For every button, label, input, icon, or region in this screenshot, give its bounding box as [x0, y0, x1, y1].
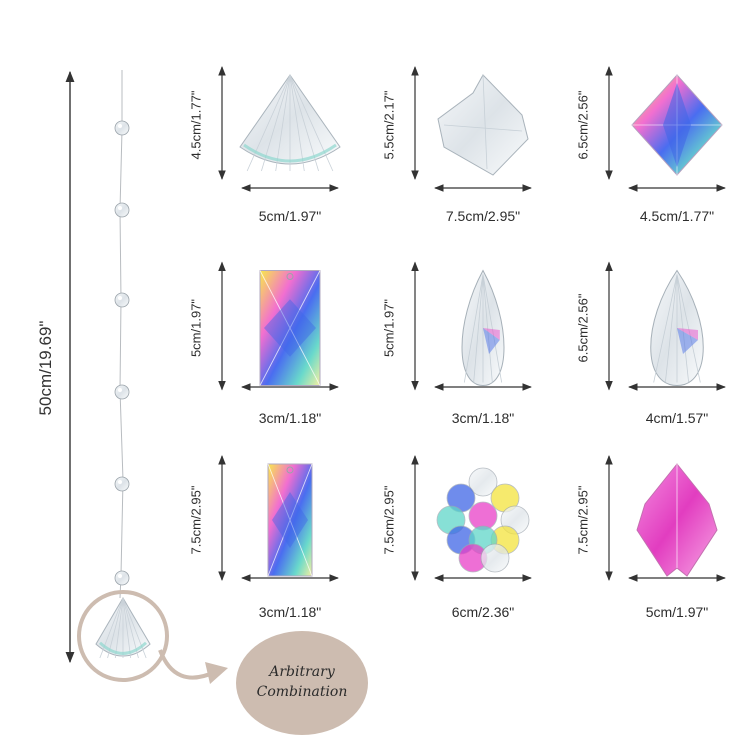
strand-line — [119, 70, 124, 599]
strand-bead — [114, 120, 130, 136]
strand-bead — [114, 384, 130, 400]
crystal-pink-maple-leaf — [636, 463, 718, 577]
bubble-line-2: Combination — [256, 684, 348, 700]
crystal-grape-cluster — [436, 467, 530, 573]
width-label: 6cm/2.36" — [451, 604, 515, 620]
crystal-diamond — [631, 74, 723, 176]
width-label: 7.5cm/2.95" — [445, 208, 521, 224]
height-label: 5cm/1.97" — [381, 298, 397, 358]
strand-bead — [114, 202, 130, 218]
height-label: 7.5cm/2.95" — [381, 485, 397, 555]
strand-bead — [114, 292, 130, 308]
height-label: 7.5cm/2.95" — [188, 485, 204, 555]
strand-bead — [114, 570, 130, 586]
total-length-label: 50cm/19.69" — [36, 320, 55, 416]
callout-arrow — [158, 649, 216, 680]
crystal-teardrop-large — [650, 269, 704, 387]
crystal-strand — [114, 70, 130, 599]
crystal-cone — [239, 74, 341, 172]
crystal-clear-maple-leaf — [437, 74, 529, 176]
bubble-text: Arbitrary Combination — [243, 662, 361, 702]
width-label: 3cm/1.18" — [451, 410, 515, 426]
crystal-tall-rectangle — [267, 463, 313, 577]
width-label: 5cm/1.97" — [645, 604, 709, 620]
height-label: 6.5cm/2.56" — [575, 90, 591, 160]
combination-bubble — [236, 631, 368, 735]
width-label: 5cm/1.97" — [258, 208, 322, 224]
width-label: 3cm/1.18" — [258, 604, 322, 620]
callout-arrowhead — [205, 662, 228, 684]
width-label: 4cm/1.57" — [645, 410, 709, 426]
crystal-teardrop-small — [461, 269, 505, 387]
combination-callout — [77, 590, 368, 735]
highlight-ring — [77, 590, 169, 682]
strand-bead — [114, 476, 130, 492]
width-label: 4.5cm/1.77" — [639, 208, 715, 224]
height-label: 4.5cm/1.77" — [188, 90, 204, 160]
width-label: 3cm/1.18" — [258, 410, 322, 426]
height-label: 5.5cm/2.17" — [381, 90, 397, 160]
height-label: 7.5cm/2.95" — [575, 485, 591, 555]
crystal-rectangle — [259, 270, 321, 386]
bubble-line-1: Arbitrary — [269, 664, 335, 680]
dimension-arrows — [65, 66, 726, 664]
height-label: 6.5cm/2.56" — [575, 293, 591, 363]
crystal-gallery — [239, 74, 723, 577]
height-label: 5cm/1.97" — [188, 298, 204, 358]
strand-cone-crystal — [95, 597, 151, 659]
